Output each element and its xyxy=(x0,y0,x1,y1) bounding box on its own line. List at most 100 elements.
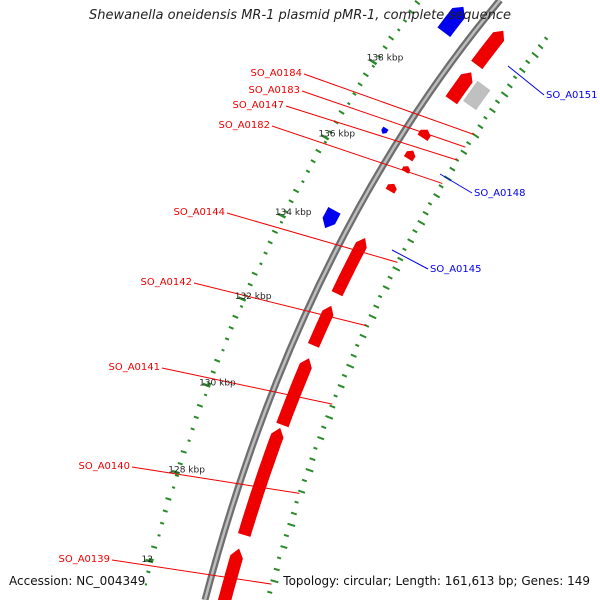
gc-mark xyxy=(301,478,308,483)
tick-mark xyxy=(277,212,287,219)
gc-mark xyxy=(280,545,288,550)
gc-mark xyxy=(267,240,273,245)
tick-mark xyxy=(369,58,378,66)
gene-feature xyxy=(463,80,491,111)
gc-mark xyxy=(382,45,388,50)
gc-mark xyxy=(341,373,348,378)
gc-mark xyxy=(273,567,280,572)
gc-mark xyxy=(337,383,345,389)
gc-mark xyxy=(397,256,404,262)
tick-label: 138 kbp xyxy=(367,53,404,63)
gene-label: SO_A0148 xyxy=(474,188,526,199)
leader-line xyxy=(285,105,458,161)
gc-mark xyxy=(297,489,306,494)
gc-mark xyxy=(287,522,296,528)
gene-label: SO_A0183 xyxy=(248,85,300,96)
tick-mark xyxy=(237,296,247,302)
tick-label: 134 kbp xyxy=(275,208,312,218)
gc-mark xyxy=(408,9,414,14)
gc-mark xyxy=(338,109,345,115)
tick-label: 12 xyxy=(142,555,153,565)
gc-mark xyxy=(309,457,316,462)
gc-mark xyxy=(294,500,299,504)
gc-mark xyxy=(387,275,393,280)
gc-mark xyxy=(518,67,526,74)
gene-feature xyxy=(322,207,341,229)
gc-mark xyxy=(190,427,195,431)
tick-label: 132 kbp xyxy=(235,292,272,302)
gene-feature xyxy=(445,72,473,105)
gc-mark xyxy=(512,75,518,80)
gc-mark xyxy=(433,193,441,199)
gc-mark xyxy=(146,570,151,574)
gc-mark xyxy=(376,54,382,59)
gc-mark xyxy=(271,229,278,235)
gc-mark xyxy=(465,140,472,146)
gene-feature xyxy=(471,30,505,70)
gc-mark xyxy=(196,403,204,408)
gene-feature xyxy=(385,183,397,194)
leader-line xyxy=(226,212,398,263)
gc-mark xyxy=(354,343,360,348)
topology-info-text: Topology: circular; Length: 161,613 bp; … xyxy=(283,574,590,588)
leader-line xyxy=(439,173,473,194)
gene-feature xyxy=(331,238,367,297)
gc-mark xyxy=(357,82,363,87)
gc-mark xyxy=(407,238,415,244)
map-title: Shewanella oneidensis MR-1 plasmid pMR-1… xyxy=(88,8,512,23)
gc-mark xyxy=(449,166,456,172)
gene-label: SO_A0182 xyxy=(218,120,270,131)
gc-mark xyxy=(284,209,289,214)
gc-mark xyxy=(270,579,279,584)
gc-mark xyxy=(402,247,407,252)
tick-mark xyxy=(321,134,330,141)
gene-label: SO_A0151 xyxy=(546,90,598,101)
gc-mark xyxy=(150,545,158,549)
gc-mark xyxy=(177,461,183,466)
gc-mark xyxy=(214,358,221,363)
gc-mark xyxy=(210,370,216,374)
gc-mark xyxy=(362,72,369,78)
gene-feature xyxy=(403,150,416,162)
gc-mark xyxy=(494,99,501,104)
gc-mark xyxy=(159,521,165,525)
gc-mark xyxy=(377,294,383,299)
gc-mark xyxy=(239,304,244,308)
gc-mark xyxy=(537,44,544,50)
gc-mark xyxy=(171,486,176,489)
gene-feature xyxy=(238,427,284,537)
leader-line xyxy=(507,65,545,96)
leader-line xyxy=(111,559,272,585)
gc-mark xyxy=(352,92,357,96)
gc-track-outer xyxy=(267,36,549,594)
gc-mark xyxy=(412,229,418,234)
gc-mark xyxy=(373,304,380,309)
gc-mark xyxy=(388,35,395,41)
gc-mark xyxy=(288,199,294,204)
tick-mark xyxy=(171,469,181,475)
gc-mark xyxy=(283,533,290,538)
gene-feature xyxy=(276,358,312,428)
leader-line xyxy=(193,282,367,327)
gc-mark xyxy=(221,348,225,352)
gene-labels: SO_A0184 SO_A0183 SO_A0147 SO_A0182 SO_A0144… xyxy=(58,68,597,565)
gene-label: SO_A0147 xyxy=(232,100,284,111)
feature-track xyxy=(217,6,505,600)
gc-mark xyxy=(438,184,444,189)
gc-mark xyxy=(317,435,325,441)
leader-line xyxy=(301,90,466,148)
tick-label: 128 kbp xyxy=(168,466,205,476)
gc-mark xyxy=(382,285,390,291)
gc-mark xyxy=(267,590,273,594)
leader-line xyxy=(161,367,333,405)
gc-mark xyxy=(427,201,433,206)
leader-line xyxy=(131,466,300,494)
gc-mark xyxy=(460,149,468,155)
gc-mark xyxy=(157,534,161,537)
gc-mark xyxy=(329,404,336,409)
gc-mark xyxy=(321,425,327,430)
gc-mark xyxy=(224,337,230,341)
tick-label: 136 kbp xyxy=(318,129,355,139)
gc-mark xyxy=(310,159,316,164)
